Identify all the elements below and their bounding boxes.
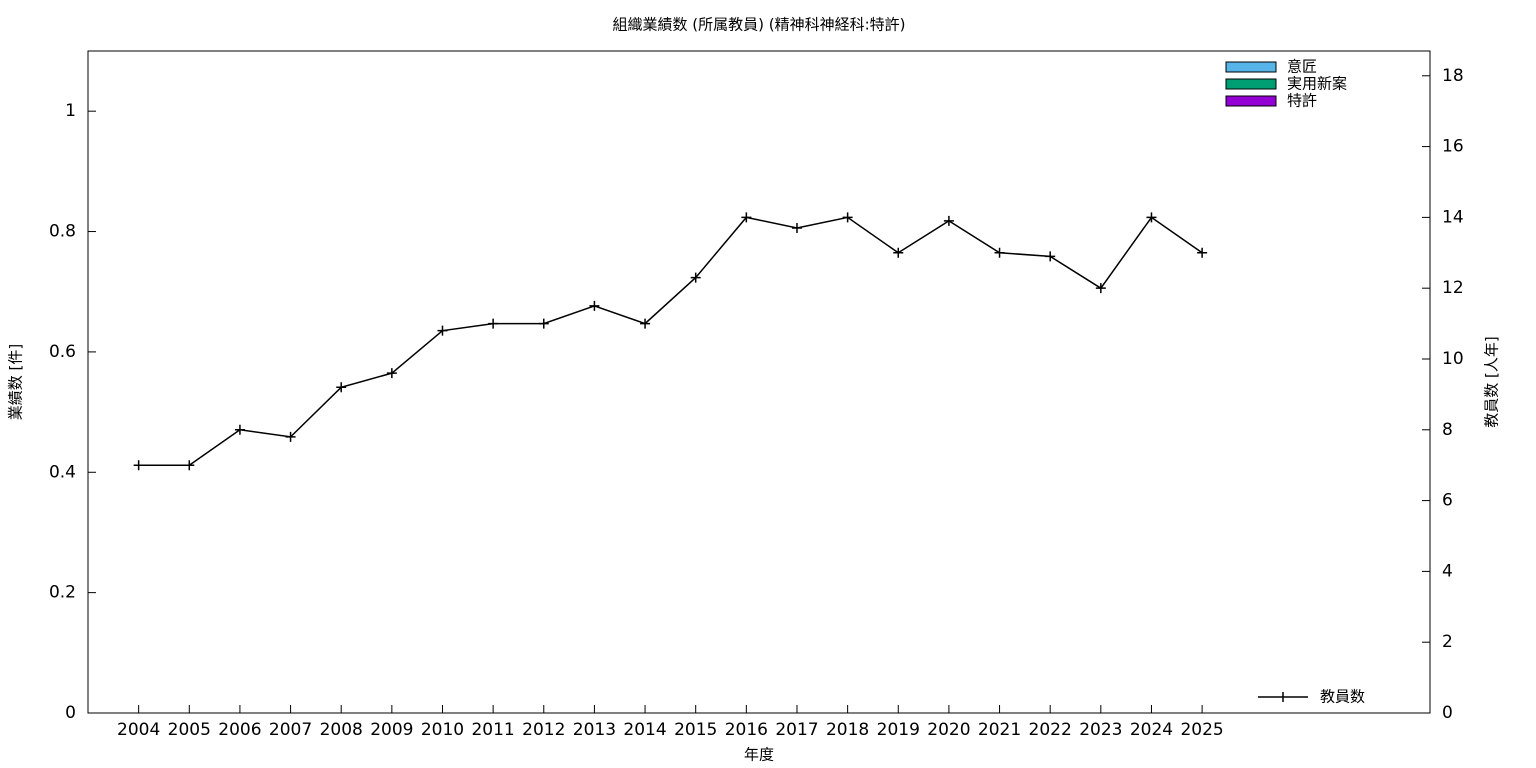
y2-tick-label: 14 xyxy=(1442,207,1464,227)
y2-tick-label: 4 xyxy=(1442,561,1453,581)
x-tick-label: 2008 xyxy=(320,720,363,740)
point xyxy=(1045,251,1056,262)
point xyxy=(234,424,245,435)
y-tick-label: 0.8 xyxy=(49,222,76,242)
y2-tick-label: 2 xyxy=(1442,632,1453,652)
y2-tick-label: 0 xyxy=(1442,703,1453,723)
x-tick-label: 2021 xyxy=(978,720,1021,740)
point xyxy=(943,215,954,226)
x-tick-label: 2006 xyxy=(218,720,261,740)
point xyxy=(791,223,802,234)
x-tick-label: 2011 xyxy=(471,720,514,740)
x-tick-label: 2024 xyxy=(1130,720,1173,740)
point xyxy=(1197,247,1208,258)
x-tick-label: 2023 xyxy=(1079,720,1122,740)
legend-label: 教員数 xyxy=(1320,688,1365,706)
x-axis-label: 年度 xyxy=(744,746,774,764)
point xyxy=(640,318,651,329)
point xyxy=(1146,212,1157,223)
point xyxy=(893,247,904,258)
y2-tick-label: 18 xyxy=(1442,66,1464,86)
legend-swatch xyxy=(1225,78,1277,90)
point xyxy=(386,368,397,379)
point xyxy=(285,431,296,442)
point xyxy=(184,460,195,471)
point xyxy=(589,300,600,311)
x-tick-label: 2004 xyxy=(117,720,160,740)
x-tick-label: 2007 xyxy=(269,720,312,740)
y2-tick-label: 6 xyxy=(1442,491,1453,511)
legend-label: 実用新案 xyxy=(1287,75,1347,93)
point xyxy=(488,318,499,329)
y2-tick-label: 16 xyxy=(1442,137,1464,157)
x-tick-label: 2005 xyxy=(168,720,211,740)
legend-swatch xyxy=(1258,692,1308,702)
x-tick-label: 2009 xyxy=(370,720,413,740)
plot-frame xyxy=(87,50,1431,714)
x-tick-label: 2013 xyxy=(573,720,616,740)
y2-tick-label: 10 xyxy=(1442,349,1464,369)
chart-title: 組織業績数 (所属教員) (精神科神経科:特許) xyxy=(613,16,906,34)
line xyxy=(138,216,1203,466)
y2-tick-label: 8 xyxy=(1442,420,1453,440)
x-tick-label: 2014 xyxy=(623,720,666,740)
legend-swatch xyxy=(1225,95,1277,107)
point xyxy=(133,460,144,471)
x-tick-label: 2018 xyxy=(826,720,869,740)
y2-axis-label: 教員数 [人年] xyxy=(1483,336,1501,427)
x-tick-label: 2020 xyxy=(927,720,970,740)
legend-label: 意匠 xyxy=(1287,58,1317,76)
y2-tick-label: 12 xyxy=(1442,278,1464,298)
point xyxy=(1095,283,1106,294)
y-tick-label: 0.6 xyxy=(49,342,76,362)
x-tick-label: 2012 xyxy=(522,720,565,740)
x-tick-label: 2016 xyxy=(725,720,768,740)
x-tick-label: 2017 xyxy=(775,720,818,740)
point xyxy=(437,325,448,336)
y-tick-label: 0.2 xyxy=(49,583,76,603)
y-tick-label: 0 xyxy=(65,703,76,723)
point xyxy=(994,247,1005,258)
point xyxy=(336,382,347,393)
legend-swatch xyxy=(1225,61,1277,73)
legend-label: 特許 xyxy=(1287,92,1317,110)
x-tick-label: 2019 xyxy=(877,720,920,740)
point xyxy=(741,212,752,223)
x-tick-label: 2015 xyxy=(674,720,717,740)
x-tick-label: 2025 xyxy=(1180,720,1223,740)
x-tick-label: 2010 xyxy=(421,720,464,740)
y-tick-label: 1 xyxy=(65,101,76,121)
point xyxy=(690,272,701,283)
y-tick-label: 0.4 xyxy=(49,462,76,482)
x-tick-label: 2022 xyxy=(1029,720,1072,740)
point xyxy=(538,318,549,329)
point xyxy=(842,212,853,223)
y-axis-label: 業績数 [件] xyxy=(7,344,25,420)
